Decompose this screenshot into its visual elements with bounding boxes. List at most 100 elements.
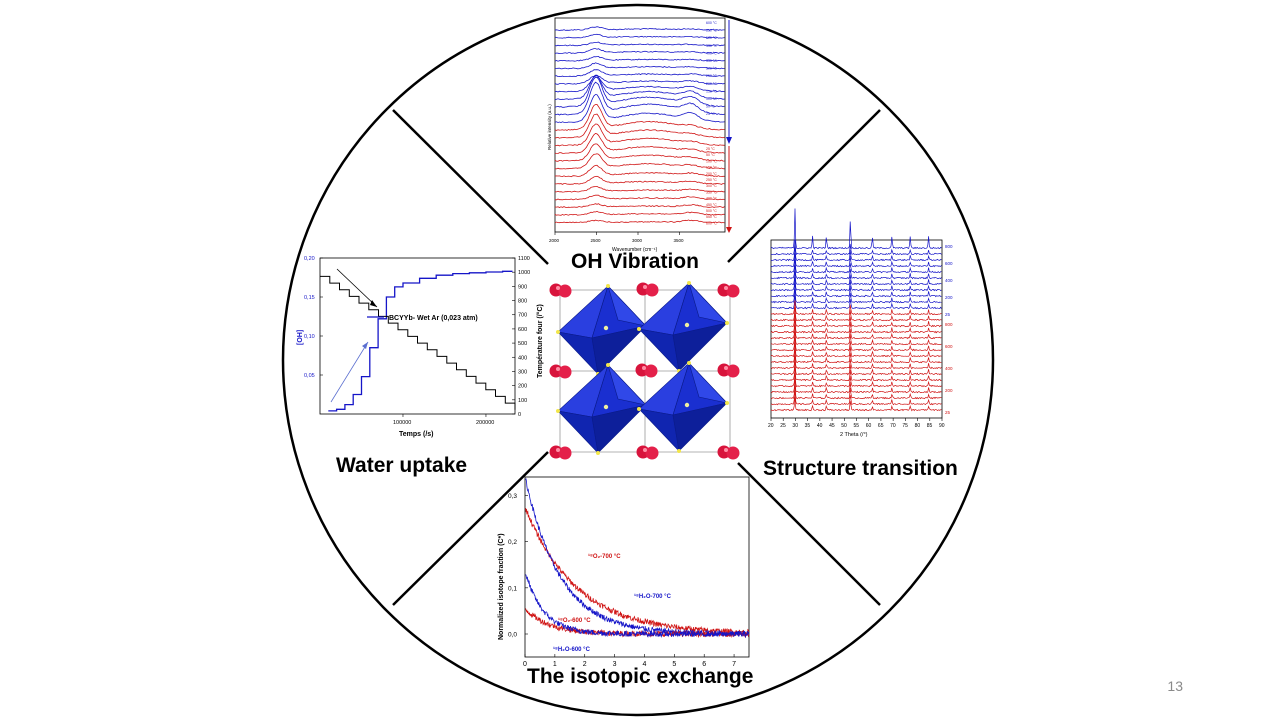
water-y2tick-label: 1000 <box>518 270 530 276</box>
xrd-xtick-label: 40 <box>817 423 823 429</box>
spectrum-line <box>554 26 725 31</box>
a-site-atom <box>558 284 572 298</box>
water-xlabel: Temps (/s) <box>399 431 434 438</box>
spectrum-line <box>554 133 725 154</box>
spectra-xlabel: Wavenumber (cm⁻¹) <box>612 247 658 253</box>
atom-highlight <box>724 448 728 452</box>
spectra-xtick-label: 2000 <box>549 238 560 243</box>
xrd-pattern-line <box>770 208 942 250</box>
iso-ylabel: Normalized isotope fraction (C*) <box>498 533 505 640</box>
a-site-atom <box>558 365 572 379</box>
iso-series-label: ¹⁸O₂-700 °C <box>588 553 621 560</box>
xrd-pattern-line <box>770 270 942 286</box>
oxygen-atom <box>556 330 560 334</box>
divider-bottom-left <box>392 451 549 606</box>
oxygen-atom <box>725 401 729 405</box>
xrd-pattern-line <box>770 252 942 268</box>
iso-xtick-label: 4 <box>642 661 646 668</box>
spectrum-line <box>555 194 725 201</box>
spectrum-line <box>554 69 725 78</box>
xrd-pattern-line <box>770 359 942 376</box>
octahedron-face <box>591 325 647 375</box>
octahedron-face <box>607 285 647 327</box>
a-site-atom <box>645 283 659 297</box>
xrd-xtick-label: 80 <box>915 423 921 429</box>
water-xtick-label: 200000 <box>476 420 494 426</box>
xrd-xtick-label: 65 <box>878 423 884 429</box>
iso-xtick-label: 7 <box>732 661 736 668</box>
xrd-xlabel: 2 Theta (/°) <box>840 432 868 438</box>
iso-series-label: ¹⁸H₂O-600 °C <box>553 646 591 653</box>
iso-series <box>525 574 750 639</box>
atom-highlight <box>643 285 647 289</box>
spectra-xtick-label: 3000 <box>632 238 643 243</box>
xrd-temp-label: 400 <box>945 366 953 371</box>
iso-ytick-label: 0,1 <box>508 585 517 592</box>
iso-ytick-label: 0,2 <box>508 539 517 546</box>
spectra-temp-label: 50 °C <box>706 105 715 109</box>
iso-xtick-label: 0 <box>523 661 527 668</box>
octahedron-face <box>591 404 647 454</box>
xrd-xtick-label: 70 <box>890 423 896 429</box>
xrd-pattern-line <box>770 378 942 394</box>
spectrum-line <box>554 55 725 62</box>
spectra-temp-label: 450 °C <box>706 203 717 207</box>
oxygen-atom <box>687 361 691 365</box>
spectrum-line <box>555 62 725 70</box>
xrd-chart: 20 25 30 35 40 45 50 55 60 65 70 75 80 85 90 800 600 400… <box>768 208 953 438</box>
xrd-pattern-line <box>770 389 942 406</box>
spectrum-line <box>554 203 725 208</box>
a-site-atom <box>726 364 740 378</box>
xrd-xtick-label: 50 <box>841 423 847 429</box>
spectra-temp-label: 600 °C <box>706 21 717 25</box>
spectrum-line <box>554 164 725 178</box>
xrd-pattern-line <box>770 288 942 304</box>
atom-highlight <box>724 286 728 290</box>
oh-vibration-chart: Relative intensity (a.u.) Wavenumber (cm… <box>547 17 732 253</box>
xrd-pattern-line <box>770 354 942 370</box>
iso-xtick-label: 1 <box>553 661 557 668</box>
xrd-xtick-label: 45 <box>829 423 835 429</box>
oxygen-atom <box>687 281 691 285</box>
xrd-pattern-line <box>770 372 942 388</box>
xrd-pattern-line <box>770 324 942 340</box>
spectra-temp-label: 550 °C <box>706 29 717 33</box>
b-site-atom <box>603 325 609 331</box>
water-y2tick-label: 400 <box>518 355 527 361</box>
water-ytick-label: 0,20 <box>304 256 315 262</box>
spectra-temp-label: 350 °C <box>706 59 717 63</box>
xrd-xtick-label: 85 <box>927 423 933 429</box>
xrd-xtick-label: 20 <box>768 423 774 429</box>
spectra-temp-label: 200 °C <box>706 172 717 176</box>
atom-highlight <box>642 366 646 370</box>
spectrum-line <box>554 123 725 147</box>
xrd-pattern-line <box>770 294 942 310</box>
water-uptake-chart: 0,05 0,10 0,15 0,20 0 100 200 300 400 500 600 700 80… <box>297 256 544 438</box>
water-y2tick-label: 800 <box>518 299 527 305</box>
a-site-atom <box>558 446 572 460</box>
water-ytick-label: 0,15 <box>304 295 315 301</box>
oxygen-atom <box>596 451 600 455</box>
xrd-pattern-line <box>770 282 942 298</box>
label-isotopic-exchange: The isotopic exchange <box>527 665 754 688</box>
isotopic-exchange-chart: 0,0 0,1 0,2 0,3 0 1 2 3 4 5 6 7 ¹⁸O₂-700 °C ¹⁸H₂O-700… <box>498 476 750 668</box>
spectra-temp-label: 400 °C <box>706 197 717 201</box>
spectrum-line <box>555 175 725 185</box>
octahedron-face <box>607 364 647 406</box>
spectra-temp-label: 350 °C <box>706 190 717 194</box>
spectra-temp-label: 200 °C <box>706 82 717 86</box>
spectra-ylabel: Relative intensity (a.u.) <box>547 104 552 150</box>
iso-xtick-label: 6 <box>702 661 706 668</box>
spectrum-line <box>554 94 725 124</box>
octahedron-face <box>688 282 728 324</box>
spectrum-line <box>554 76 725 108</box>
octahedron-face <box>672 402 728 452</box>
divider-top-right <box>727 109 881 263</box>
xrd-temp-label: 25 <box>945 312 951 317</box>
spectra-xtick-label: 2500 <box>591 238 602 243</box>
label-water-uptake: Water uptake <box>336 454 468 477</box>
divider-top-left <box>392 109 549 265</box>
a-site-atom <box>644 364 658 378</box>
iso-series-label: ¹⁸O₂-600 °C <box>558 617 591 624</box>
